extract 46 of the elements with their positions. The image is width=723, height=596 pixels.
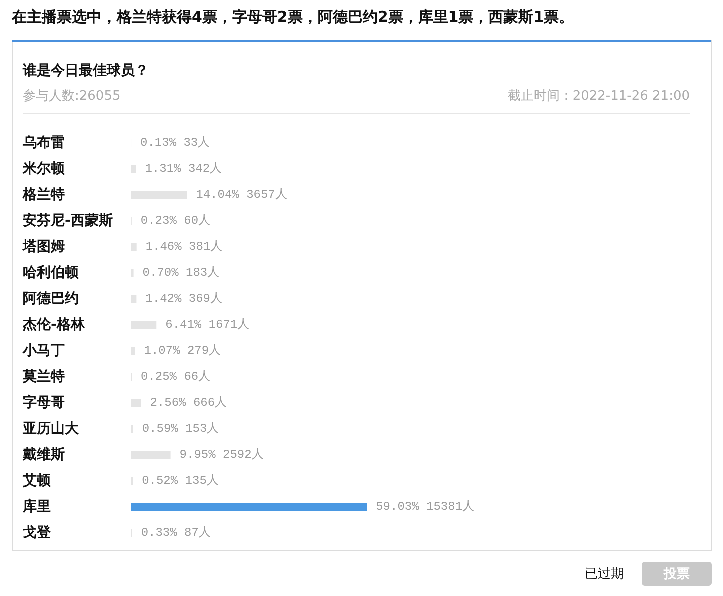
text: 在主播票选中，格兰特获得4票，字母哥2票，阿德巴约2票，库里1票，西蒙斯1票。 [11,8,574,26]
data-label: 0.52% 135人 [142,474,219,488]
data-label: 14.04% 3657人 [196,188,288,202]
data-label: 0.13% 33人 [140,136,210,150]
chart-title: 谁是今日最佳球员？ [22,62,149,79]
bar [131,504,368,512]
bar [131,322,157,330]
data-label: 1.07% 279人 [144,344,222,358]
y-tick-label: 库里 [22,498,51,515]
y-tick-label: 阿德巴约 [23,291,79,307]
y-tick-label: 亚历山大 [22,421,80,437]
y-tick-label: 字母哥 [23,394,65,411]
y-tick-label: 米尔顿 [22,161,66,177]
y-tick-label: 哈利伯顿 [23,265,80,281]
y-tick-label: 安芬尼-西蒙斯 [23,212,113,229]
data-label: 0.23% 60人 [140,214,211,228]
bar [131,192,188,200]
y-tick-label: 格兰特 [22,186,65,203]
y-tick-label: 乌布雷 [22,135,65,151]
data-label: 0.70% 183人 [142,266,220,280]
text: 已过期 [585,566,624,582]
data-label: 6.41% 1671人 [166,318,250,332]
y-tick-label: 塔图姆 [22,239,65,255]
data-label: 0.59% 153人 [142,422,220,436]
bar [131,244,137,252]
chart-subtitle: 参与人数:26055 [23,88,121,104]
bar [131,400,142,408]
data-label: 1.42% 369人 [146,292,222,306]
data-label: 1.31% 342人 [145,162,222,176]
data-label: 59.03% 15381人 [376,500,475,514]
y-tick-label: 小马丁 [22,343,65,359]
data-label: 2.56% 666人 [150,396,228,410]
y-tick-label: 杰伦-格林 [22,317,86,333]
bar [131,296,137,304]
bar [131,166,136,174]
data-label: 0.25% 66人 [141,370,211,384]
text: 截止时间：2022-11-26 21:00 [508,88,690,104]
data-label: 1.46% 381人 [146,240,223,254]
bar [131,348,136,356]
y-tick-label: 艾顿 [22,473,52,489]
y-tick-label: 戈登 [23,525,52,541]
data-label: 0.33% 87人 [141,526,211,540]
bar [131,452,171,460]
data-label: 9.95% 2592人 [180,448,264,462]
y-tick-label: 戴维斯 [22,446,65,463]
y-tick-label: 莫兰特 [22,368,65,385]
